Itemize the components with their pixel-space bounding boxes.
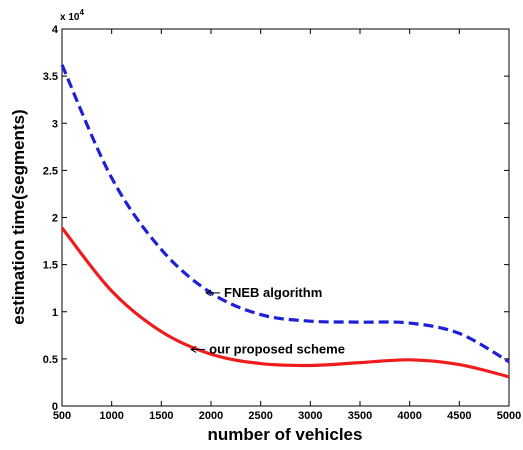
y-axis-ticks: 0 0.5 1 1.5 2 2.5 3 3.5 4 [43,24,509,413]
y-tick-label: 2.5 [43,165,58,177]
x-tick-label: 500 [53,410,71,422]
x-tick-label: 4000 [397,410,421,422]
y-tick-label: 1 [52,307,58,319]
y-tick-label: 3 [52,118,58,130]
annotation-text-1: our proposed scheme [209,341,345,356]
x-tick-label: 2500 [248,410,272,422]
annotation-arrowhead-1 [190,346,197,353]
y-multiplier-base: x 10 [60,12,80,23]
annotation-text-0: FNEB algorithm [224,285,322,300]
y-axis-label: estimation time(segments) [9,109,28,324]
y-tick-label: 1.5 [43,260,58,272]
y-tick-label: 2 [52,213,58,225]
x-axis-label: number of vehicles [208,425,363,444]
y-tick-label: 0 [52,401,58,413]
x-tick-label: 2000 [199,410,223,422]
y-tick-label: 3.5 [43,71,58,83]
x-tick-label: 1500 [149,410,173,422]
x-tick-label: 5000 [497,410,521,422]
x-tick-label: 4500 [447,410,471,422]
annotation-arrowhead-0 [205,289,212,297]
y-multiplier-label: x 104 [60,8,84,23]
series-line-1 [60,226,510,379]
series-line-0 [60,64,510,364]
y-tick-label: 4 [52,24,59,36]
y-tick-label: 0.5 [43,354,58,366]
x-tick-label: 3000 [298,410,322,422]
x-axis-ticks: 500 1000 1500 2000 2500 3000 3500 4000 4500 5000 [53,29,521,422]
annotations: FNEB algorithm our proposed scheme [190,285,345,356]
x-tick-label: 1000 [99,410,123,422]
x-tick-label: 3500 [348,410,372,422]
y-multiplier-exponent: 4 [79,8,84,17]
